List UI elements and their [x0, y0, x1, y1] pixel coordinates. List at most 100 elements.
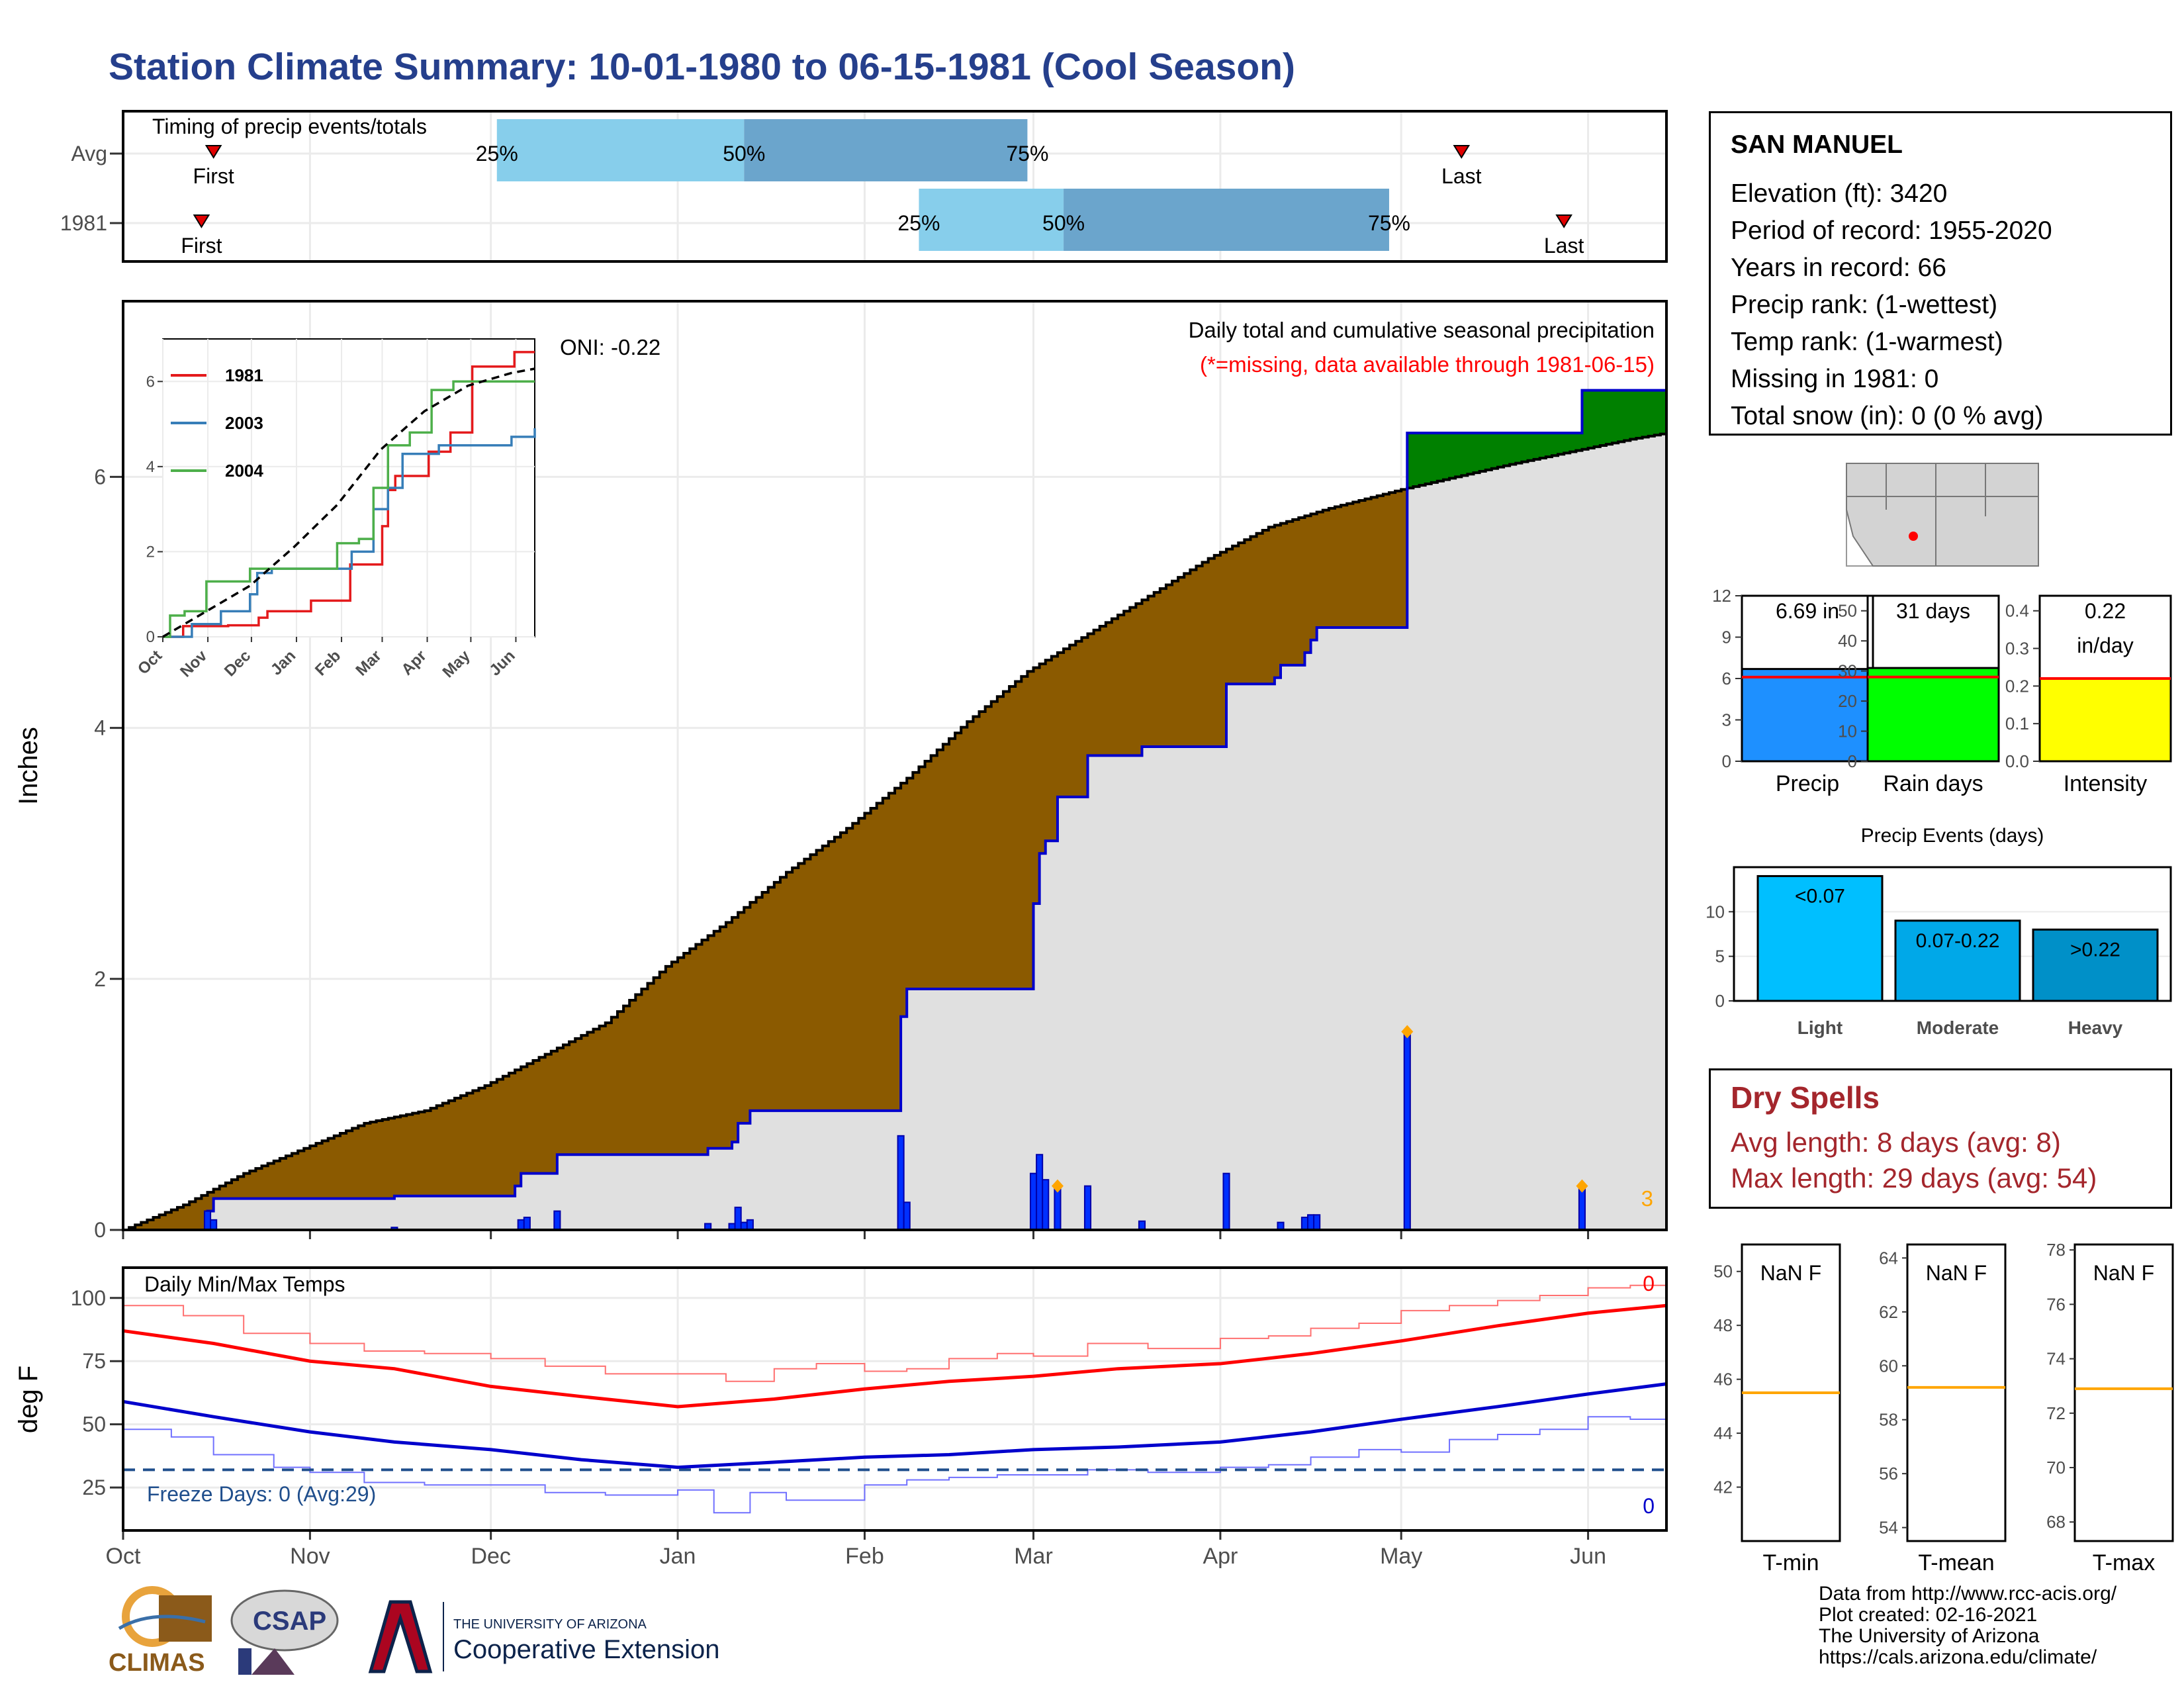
season-bar-ytick-label: 0.2: [2005, 676, 2029, 696]
freeze-days-label: Freeze Days: 0 (Avg:29): [147, 1482, 376, 1506]
precip-avg-cumulative-line: [123, 432, 1668, 1231]
station-precip-rank: Precip rank: (1-wettest): [1731, 291, 1998, 319]
temp-bar-name: T-mean: [1918, 1550, 1994, 1575]
timing-last-label: Last: [1441, 164, 1482, 188]
timing-row-label: 1981: [60, 211, 107, 235]
timing-first-marker-icon: [193, 214, 210, 228]
map-station-marker-icon: [1909, 532, 1918, 541]
precip-daily-bar: [203, 1210, 212, 1231]
precip-daily-bar: [553, 1210, 561, 1231]
month-label: Feb: [845, 1544, 884, 1569]
climas-label: CLIMAS: [109, 1649, 205, 1677]
temps-panel-border: [122, 1266, 1668, 1532]
precip-daily-bar: [517, 1219, 525, 1231]
station-info-box: SAN MANUEL Elevation (ft): 3420 Period o…: [1709, 111, 2172, 436]
precip-panel-border: [122, 300, 1668, 1231]
temps-avg-min-line: [122, 1382, 1667, 1470]
precip-daily-bar: [1403, 1031, 1411, 1231]
station-temp-rank: Temp rank: (1-warmest): [1731, 328, 2003, 356]
station-missing: Missing in 1981: 0: [1731, 365, 1939, 393]
temps-min-count: 0: [1643, 1494, 1655, 1518]
precip-daily-bar: [1083, 1185, 1092, 1231]
season-bar-value-label: 6.69 in: [1776, 599, 1839, 623]
ua-small-text: THE UNIVERSITY OF ARIZONA: [453, 1617, 647, 1632]
season-bar: [2038, 677, 2172, 763]
precip-daily-bar: [210, 1219, 218, 1231]
season-bar-ytick-label: 12: [1712, 586, 1731, 606]
ua-logo: THE UNIVERSITY OF ARIZONA Cooperative Ex…: [368, 1600, 719, 1673]
temp-bar-ytick-label: 78: [2046, 1240, 2066, 1260]
timing-row-label: Avg: [71, 142, 107, 165]
temp-bar-value-label: NaN F: [2093, 1261, 2154, 1285]
temp-bar-frame: [2073, 1243, 2174, 1542]
station-years: Years in record: 66: [1731, 254, 1946, 282]
timing-bar-q2: [1064, 189, 1389, 251]
credits: Data from http://www.rcc-acis.org/ Plot …: [1819, 1583, 2116, 1668]
temp-bar-ytick-label: 76: [2046, 1294, 2066, 1314]
temp-bar-value-label: NaN F: [1760, 1261, 1821, 1285]
month-label: Jan: [660, 1544, 696, 1569]
credit-line: https://cals.arizona.edu/climate/: [1819, 1646, 2097, 1668]
timing-last-marker-icon: [1555, 214, 1572, 228]
temps-ytick-label: 25: [82, 1476, 106, 1499]
precip-daily-bar: [746, 1219, 754, 1231]
season-bar-ytick-label: 0.1: [2005, 714, 2029, 733]
timing-bar-q2: [744, 119, 1028, 181]
inset-ytick-label: 4: [146, 458, 155, 476]
season-bar-ytick-label: 0.0: [2005, 751, 2029, 771]
precip-daily-bar: [1313, 1214, 1321, 1231]
precip-daily-bar: [897, 1135, 905, 1231]
precip-heavy-marker-icon: [1051, 1179, 1064, 1193]
precip-heavy-marker-icon: [1401, 1025, 1414, 1039]
precip-daily-bar: [1300, 1217, 1308, 1231]
season-bar-value-label: 31 days: [1896, 599, 1970, 623]
month-label: Mar: [1014, 1544, 1053, 1569]
page-title: Station Climate Summary: 10-01-1980 to 0…: [109, 46, 1295, 88]
season-bar-ytick-label: 0.3: [2005, 639, 2029, 659]
inset-series-line: [163, 380, 535, 638]
station-name: SAN MANUEL: [1731, 130, 1903, 159]
precip-events-ytick-label: 5: [1715, 947, 1725, 966]
season-bar-ytick-label: 3: [1722, 710, 1731, 730]
ua-big-text: Cooperative Extension: [453, 1635, 719, 1664]
precip-corner-count: 3: [1641, 1186, 1653, 1211]
precip-daily-bar: [523, 1217, 531, 1231]
month-label: Nov: [290, 1544, 330, 1569]
timing-first-marker-icon: [205, 145, 222, 159]
precip-title: Daily total and cumulative seasonal prec…: [1189, 318, 1655, 342]
season-bar-ytick-label: 0: [1722, 751, 1731, 771]
timing-bar-q1: [496, 119, 745, 181]
temps-ytick-label: 100: [71, 1286, 106, 1310]
map-land-area: [1846, 463, 2039, 567]
season-bar-name: Precip: [1776, 771, 1839, 796]
precip-events-bar-label: <0.07: [1795, 885, 1845, 907]
precip-obs-cumulative-line: [123, 389, 1666, 1231]
temps-ylabel: deg F: [14, 1366, 43, 1433]
timing-first-label: First: [181, 234, 222, 258]
inset-avg-line: [162, 367, 535, 638]
inset-ytick-label: 2: [146, 543, 155, 561]
precip-daily-bar: [734, 1206, 742, 1231]
inset-series-line: [163, 428, 536, 638]
station-period: Period of record: 1955-2020: [1731, 216, 2052, 245]
credit-line: Plot created: 02-16-2021: [1819, 1604, 2038, 1626]
season-bar-ytick-label: 20: [1838, 691, 1857, 711]
precip-events-category: Light: [1797, 1017, 1843, 1038]
temp-bar-value-label: NaN F: [1926, 1261, 1987, 1285]
season-bar-ytick-label: 0.4: [2005, 601, 2029, 621]
temps-ytick-label: 50: [82, 1413, 106, 1436]
precip-subtitle: (*=missing, data available through 1981-…: [1200, 352, 1655, 377]
precip-events-border: [1733, 866, 2172, 1002]
inset-bg: [162, 338, 535, 637]
month-label: Apr: [1203, 1544, 1238, 1569]
timing-quantile-label: 50%: [1042, 211, 1085, 235]
temps-obs-min-line: [123, 1416, 1667, 1514]
timing-quantile-label: 25%: [897, 211, 940, 235]
temp-bar-name: T-max: [2093, 1550, 2155, 1575]
csap-logo: CSAP: [230, 1589, 339, 1675]
temps-obs-max-line: [123, 1284, 1667, 1382]
precip-events-title: Precip Events (days): [1861, 825, 2044, 847]
season-bar-value-label: in/day: [2077, 633, 2133, 657]
timing-bar-q1: [919, 189, 1064, 251]
